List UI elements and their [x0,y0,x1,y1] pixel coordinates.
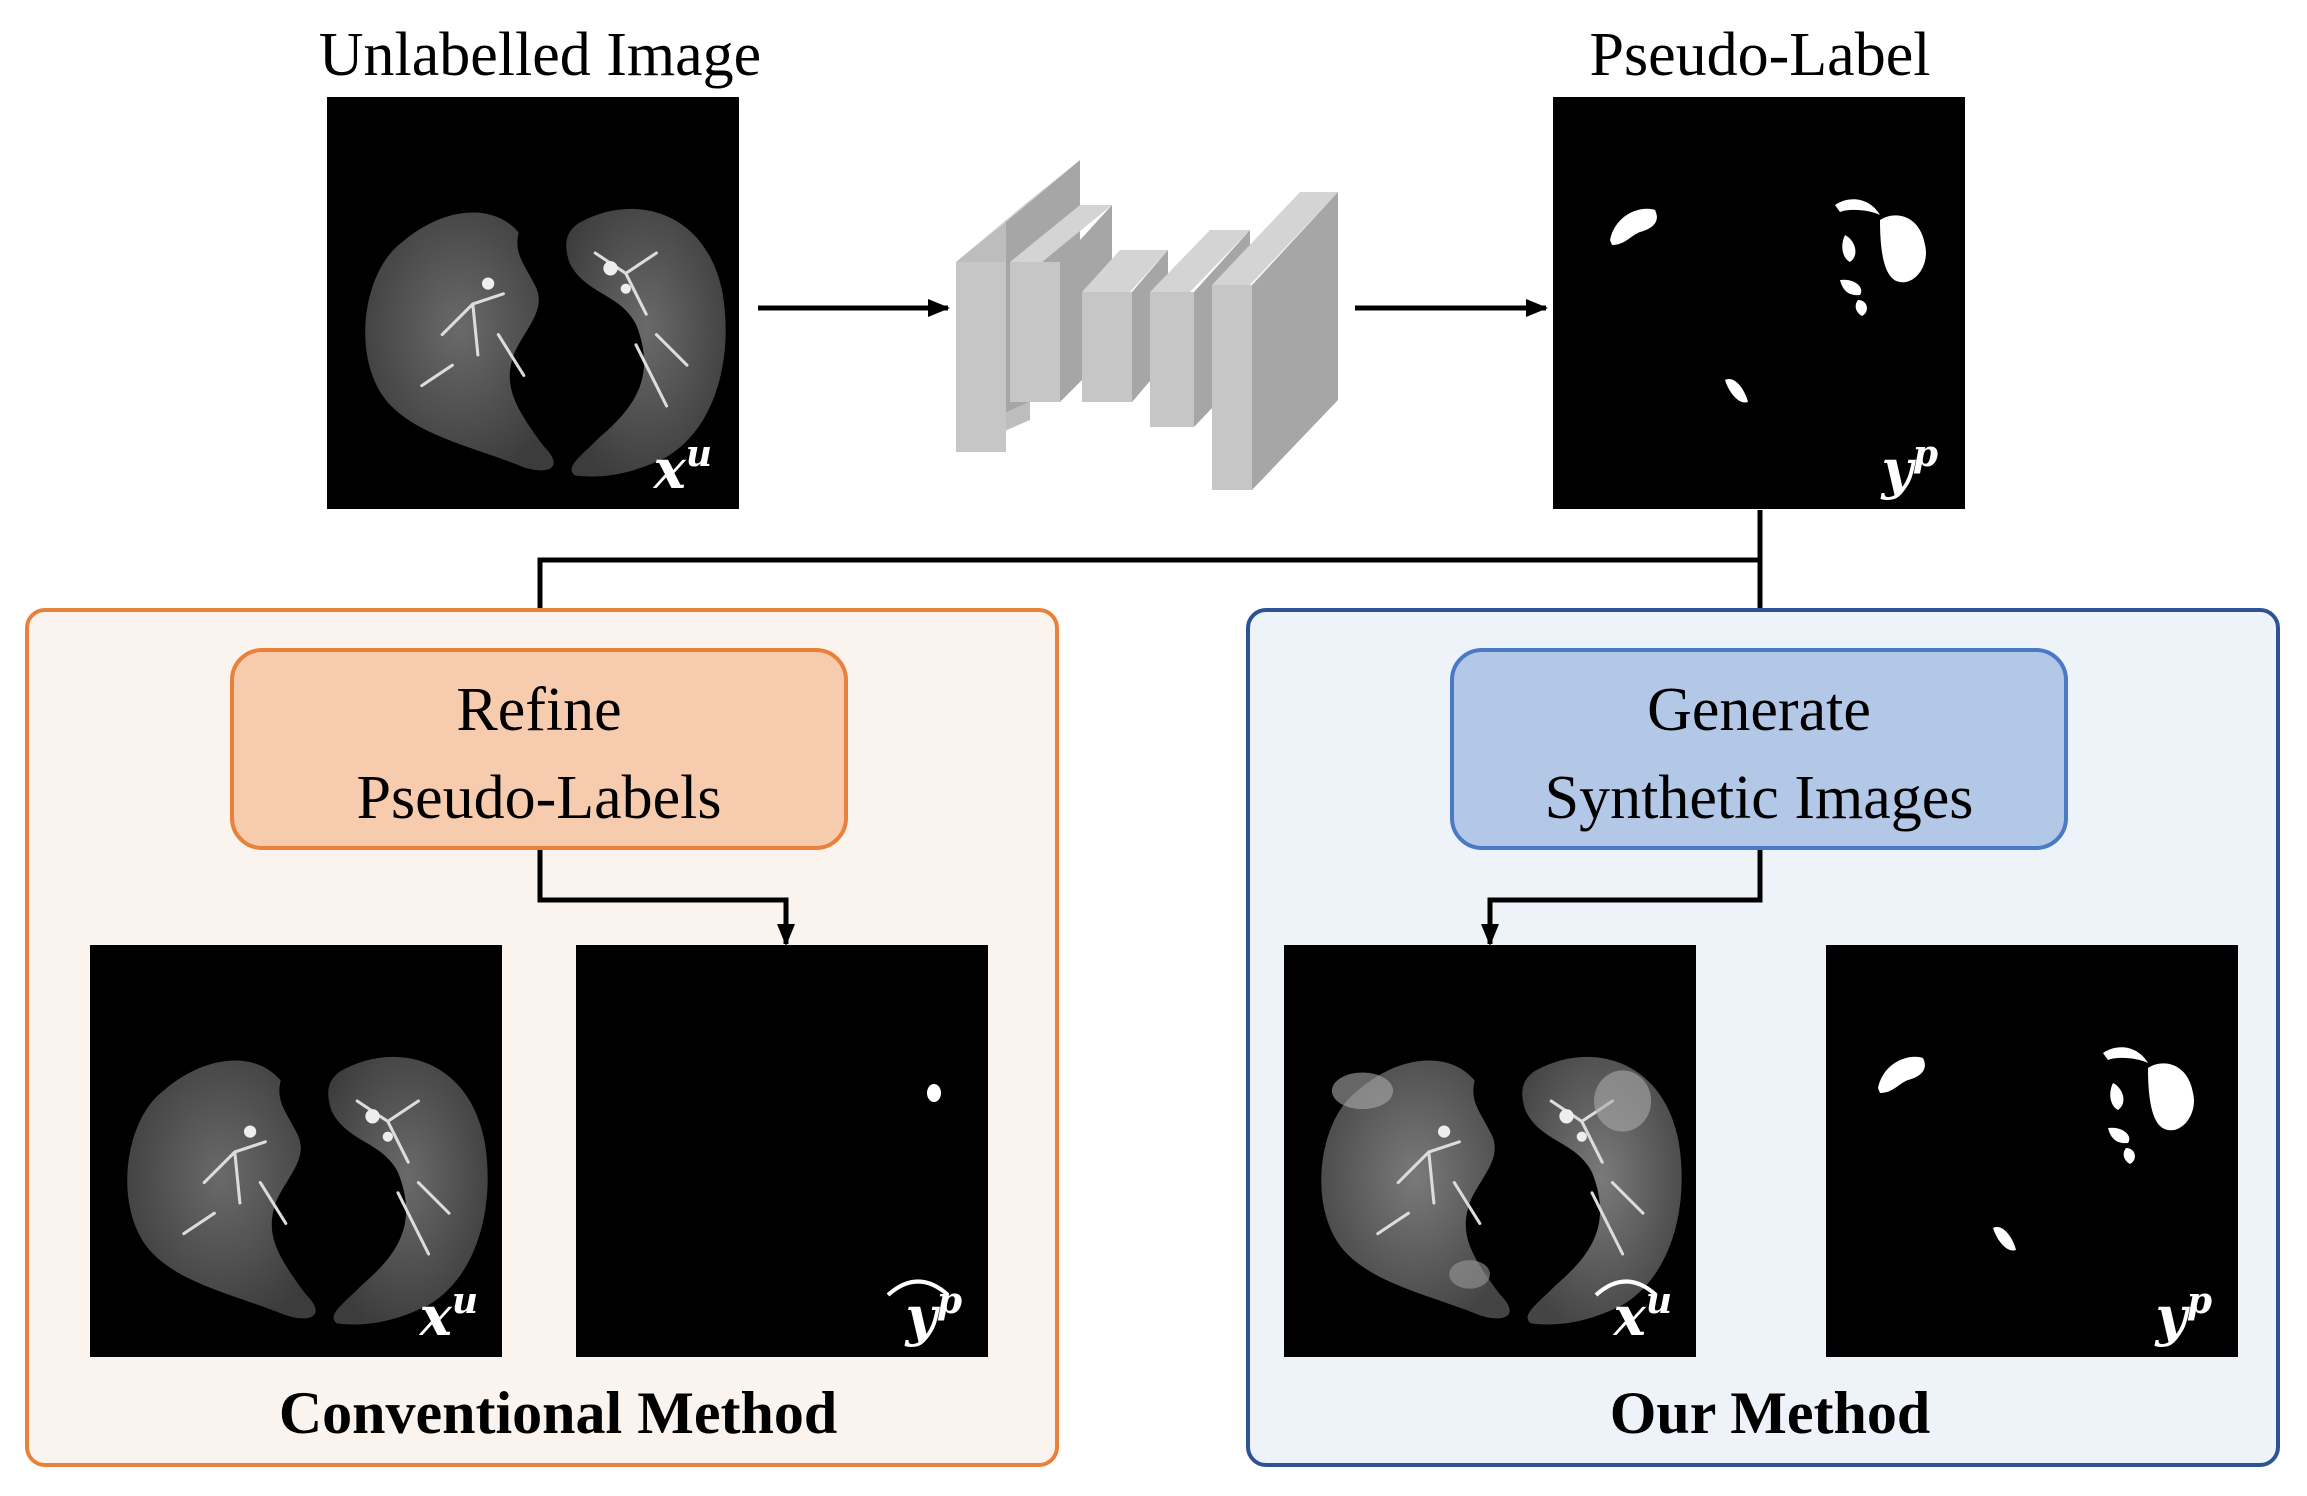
pseudo-label-mask: yp [1553,97,1965,509]
refine-line1: Refine [456,676,621,744]
generate-line2: Synthetic Images [1545,764,1974,832]
refine-pseudo-labels-box [230,648,848,850]
our-yp-label: yp [2154,1280,2212,1348]
synthetic-ct-image: xu [1284,945,1696,1357]
unlabelled-ct-image: xu [327,97,739,509]
refined-yp-label: yp [904,1280,962,1348]
xu-label: xu [653,433,712,501]
our-method-caption: Our Method [1610,1380,1931,1446]
yp-label: yp [1880,433,1938,501]
conventional-ct-image: xu [90,945,502,1357]
conventional-method-caption: Conventional Method [279,1380,837,1446]
arrow-to-refine [531,510,1763,642]
generate-synthetic-images-box [1450,648,2068,850]
arrow-generate-to-image [1481,850,1763,946]
synthetic-xu-label: xu [1613,1280,1672,1348]
our-pseudo-label-mask: yp [1826,945,2238,1357]
generate-line1: Generate [1647,676,1871,744]
conventional-method-panel: Refine Pseudo-Labels xu yp Conventional … [25,608,1059,1467]
unlabelled-image-title: Unlabelled Image [319,21,761,89]
network-icon [956,160,1338,490]
arrow-refine-to-label [537,850,795,946]
refined-pseudo-label-mask: yp [576,945,988,1357]
pseudo-label-title: Pseudo-Label [1590,21,1931,89]
refine-line2: Pseudo-Labels [356,764,721,832]
conventional-xu-label: xu [419,1280,478,1348]
our-method-panel: Generate Synthetic Images xu yp [1246,608,2280,1467]
